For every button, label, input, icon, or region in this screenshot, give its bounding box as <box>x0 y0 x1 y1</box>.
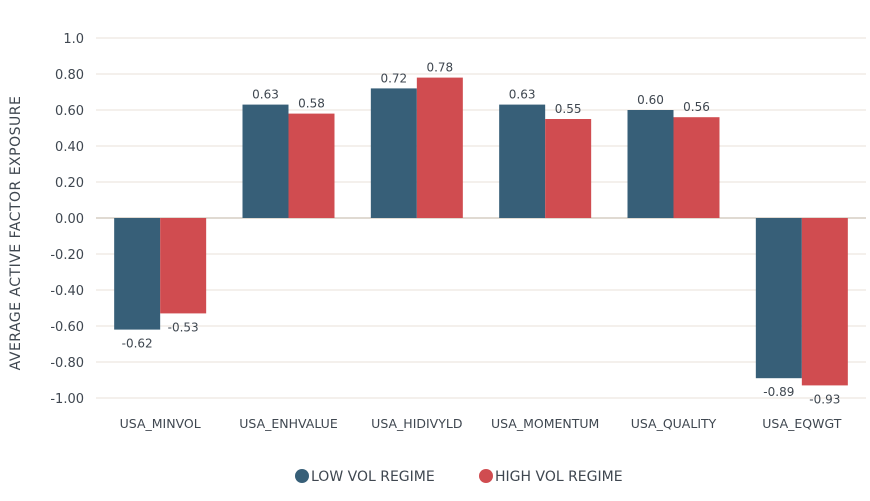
y-axis-ticks: 1.0 0.80 0.60 0.40 0.20 0.00 -0.20 -0.40 -0.60 -0… <box>50 32 84 407</box>
x-tick-label: USA_MOMENTUM <box>491 416 599 431</box>
data-label: -0.53 <box>168 320 199 334</box>
bars <box>114 77 848 386</box>
x-tick-label: USA_EQWGT <box>762 416 841 431</box>
bar-high-vol <box>801 218 848 386</box>
legend-label: HIGH VOL REGIME <box>495 469 623 485</box>
data-label: 0.58 <box>298 97 325 111</box>
gridlines <box>96 37 866 399</box>
x-tick-label: USA_MINVOL <box>120 416 201 431</box>
legend-marker <box>479 469 493 483</box>
y-tick-label: 1.0 <box>63 32 84 47</box>
bar-low-vol <box>370 88 417 219</box>
y-axis-label: AVERAGE ACTIVE FACTOR EXPOSURE <box>8 96 24 371</box>
data-label: -0.62 <box>122 337 153 351</box>
y-tick-label: 0.80 <box>55 68 84 83</box>
x-axis-categories: USA_MINVOL USA_ENHVALUE USA_HIDIVYLD USA_MO… <box>120 416 842 431</box>
data-label: 0.78 <box>426 61 453 75</box>
bar-low-vol <box>755 218 802 379</box>
y-tick-label: 0.40 <box>55 140 84 155</box>
y-tick-label: -1.00 <box>50 392 84 407</box>
bar-low-vol <box>499 104 546 218</box>
legend-marker <box>295 469 309 483</box>
y-tick-label: -0.60 <box>50 320 84 335</box>
x-tick-label: USA_ENHVALUE <box>239 416 338 431</box>
bar-high-vol <box>673 117 720 218</box>
legend: LOW VOL REGIME HIGH VOL REGIME <box>295 469 623 485</box>
data-label: 0.63 <box>509 88 536 102</box>
data-label: 0.56 <box>683 100 710 114</box>
data-label: -0.89 <box>763 385 794 399</box>
data-label: 0.72 <box>380 71 407 85</box>
bar-low-vol <box>114 218 161 330</box>
y-tick-label: -0.20 <box>50 248 84 263</box>
bar-high-vol <box>545 119 592 218</box>
data-label: 0.60 <box>637 93 664 107</box>
y-tick-label: -0.80 <box>50 356 84 371</box>
bar-low-vol <box>627 110 674 218</box>
data-label: 0.63 <box>252 88 279 102</box>
legend-label: LOW VOL REGIME <box>311 469 435 485</box>
y-tick-label: 0.60 <box>55 104 84 119</box>
bar-high-vol <box>160 218 207 314</box>
x-tick-label: USA_QUALITY <box>631 416 717 431</box>
y-tick-label: 0.00 <box>55 212 84 227</box>
bar-high-vol <box>288 113 335 218</box>
data-label: 0.55 <box>555 102 582 116</box>
data-label: -0.93 <box>809 392 840 406</box>
value-labels: -0.62 -0.53 0.63 0.58 0.72 0.78 0.63 0.55 0.60 0.… <box>122 61 841 407</box>
x-tick-label: USA_HIDIVYLD <box>371 416 462 431</box>
y-tick-label: 0.20 <box>55 176 84 191</box>
bar-high-vol <box>416 77 463 218</box>
bar-low-vol <box>242 104 289 218</box>
y-tick-label: -0.40 <box>50 284 84 299</box>
